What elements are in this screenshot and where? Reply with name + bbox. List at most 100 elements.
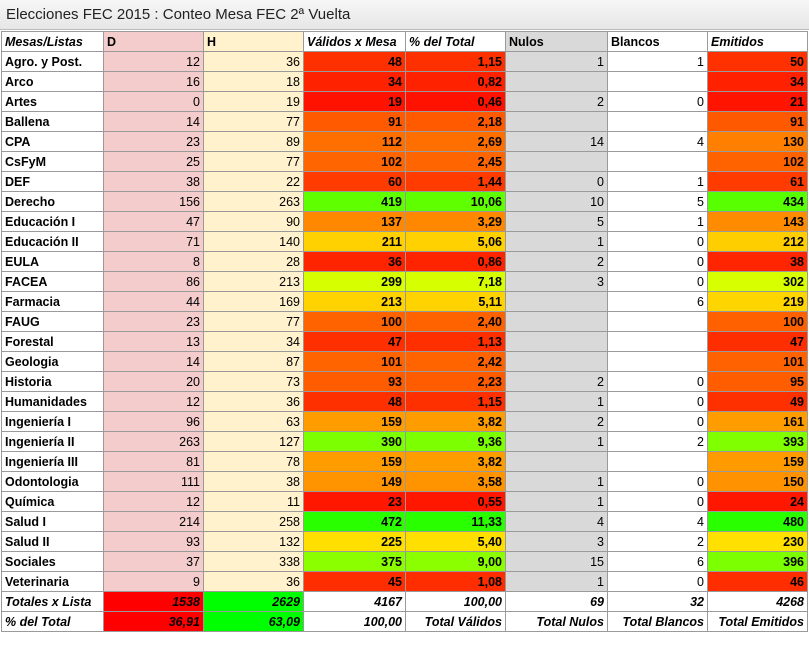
- data-row: Salud II 93 132 225 5,40 3 2 230: [1, 531, 808, 552]
- data-row: FAUG 23 77 100 2,40 100: [1, 311, 808, 332]
- cell-valid: 48: [303, 391, 406, 412]
- cell-valid: 101: [303, 351, 406, 372]
- footer-cell: 32: [607, 591, 708, 612]
- cell-h: 169: [203, 291, 304, 312]
- row-label: Química: [1, 491, 104, 512]
- cell-h: 89: [203, 131, 304, 152]
- footer-row: Totales x Lista 1538 2629 4167 100,00 69 32 426…: [1, 591, 808, 612]
- data-row: Ingeniería I 96 63 159 3,82 2 0 161: [1, 411, 808, 432]
- cell-h: 77: [203, 311, 304, 332]
- cell-valid: 375: [303, 551, 406, 572]
- row-label: Ballena: [1, 111, 104, 132]
- cell-null: 2: [505, 91, 608, 112]
- cell-h: 63: [203, 411, 304, 432]
- data-row: Educación I 47 90 137 3,29 5 1 143: [1, 211, 808, 232]
- data-row: Química 12 11 23 0,55 1 0 24: [1, 491, 808, 512]
- footer-row: % del Total 36,91 63,09 100,00 Total Válidos…: [1, 611, 808, 632]
- cell-emitted: 38: [707, 251, 808, 272]
- data-row: Veterinaria 9 36 45 1,08 1 0 46: [1, 571, 808, 592]
- cell-d: 93: [103, 531, 204, 552]
- cell-emitted: 61: [707, 171, 808, 192]
- cell-d: 37: [103, 551, 204, 572]
- cell-null: 1: [505, 231, 608, 252]
- cell-d: 20: [103, 371, 204, 392]
- row-label: Arco: [1, 71, 104, 92]
- cell-valid: 213: [303, 291, 406, 312]
- data-row: CsFyM 25 77 102 2,45 102: [1, 151, 808, 172]
- cell-null: 1: [505, 391, 608, 412]
- cell-emitted: 47: [707, 331, 808, 352]
- cell-null: 4: [505, 511, 608, 532]
- cell-percent: 5,06: [405, 231, 506, 252]
- cell-null: 5: [505, 211, 608, 232]
- row-label: Odontologia: [1, 471, 104, 492]
- column-header: Nulos: [505, 31, 608, 52]
- cell-percent: 2,69: [405, 131, 506, 152]
- cell-null: [505, 311, 608, 332]
- cell-null: [505, 351, 608, 372]
- cell-percent: 5,11: [405, 291, 506, 312]
- cell-valid: 47: [303, 331, 406, 352]
- cell-percent: 2,42: [405, 351, 506, 372]
- cell-null: 2: [505, 251, 608, 272]
- cell-blank: 0: [607, 471, 708, 492]
- footer-cell: Total Nulos: [505, 611, 608, 632]
- cell-percent: 2,23: [405, 371, 506, 392]
- cell-emitted: 212: [707, 231, 808, 252]
- data-row: DEF 38 22 60 1,44 0 1 61: [1, 171, 808, 192]
- cell-blank: 1: [607, 211, 708, 232]
- cell-emitted: 396: [707, 551, 808, 572]
- cell-valid: 19: [303, 91, 406, 112]
- column-header: % del Total: [405, 31, 506, 52]
- row-label: Educación I: [1, 211, 104, 232]
- cell-d: 38: [103, 171, 204, 192]
- cell-emitted: 230: [707, 531, 808, 552]
- cell-h: 18: [203, 71, 304, 92]
- row-label: Derecho: [1, 191, 104, 212]
- cell-percent: 2,40: [405, 311, 506, 332]
- cell-blank: [607, 71, 708, 92]
- cell-percent: 1,15: [405, 391, 506, 412]
- row-label: Geologia: [1, 351, 104, 372]
- cell-d: 12: [103, 391, 204, 412]
- cell-null: 14: [505, 131, 608, 152]
- cell-h: 77: [203, 111, 304, 132]
- cell-d: 81: [103, 451, 204, 472]
- cell-emitted: 101: [707, 351, 808, 372]
- cell-d: 263: [103, 431, 204, 452]
- cell-blank: [607, 451, 708, 472]
- cell-h: 36: [203, 571, 304, 592]
- row-label: Ingeniería III: [1, 451, 104, 472]
- cell-valid: 149: [303, 471, 406, 492]
- cell-valid: 159: [303, 451, 406, 472]
- footer-cell: 63,09: [203, 611, 304, 632]
- cell-null: 2: [505, 371, 608, 392]
- cell-h: 90: [203, 211, 304, 232]
- row-label: CsFyM: [1, 151, 104, 172]
- cell-percent: 3,82: [405, 451, 506, 472]
- cell-valid: 137: [303, 211, 406, 232]
- cell-null: 1: [505, 471, 608, 492]
- data-row: Odontologia 111 38 149 3,58 1 0 150: [1, 471, 808, 492]
- cell-percent: 0,82: [405, 71, 506, 92]
- cell-h: 258: [203, 511, 304, 532]
- cell-d: 96: [103, 411, 204, 432]
- cell-h: 11: [203, 491, 304, 512]
- cell-percent: 1,08: [405, 571, 506, 592]
- cell-blank: 4: [607, 131, 708, 152]
- row-label: Veterinaria: [1, 571, 104, 592]
- row-label: FAUG: [1, 311, 104, 332]
- footer-cell: 100,00: [405, 591, 506, 612]
- cell-blank: 5: [607, 191, 708, 212]
- cell-h: 213: [203, 271, 304, 292]
- footer-cell: 100,00: [303, 611, 406, 632]
- cell-blank: 2: [607, 531, 708, 552]
- cell-blank: [607, 111, 708, 132]
- data-row: Forestal 13 34 47 1,13 47: [1, 331, 808, 352]
- footer-cell: 36,91: [103, 611, 204, 632]
- cell-d: 12: [103, 491, 204, 512]
- cell-emitted: 219: [707, 291, 808, 312]
- cell-null: [505, 151, 608, 172]
- row-label: Humanidades: [1, 391, 104, 412]
- cell-emitted: 159: [707, 451, 808, 472]
